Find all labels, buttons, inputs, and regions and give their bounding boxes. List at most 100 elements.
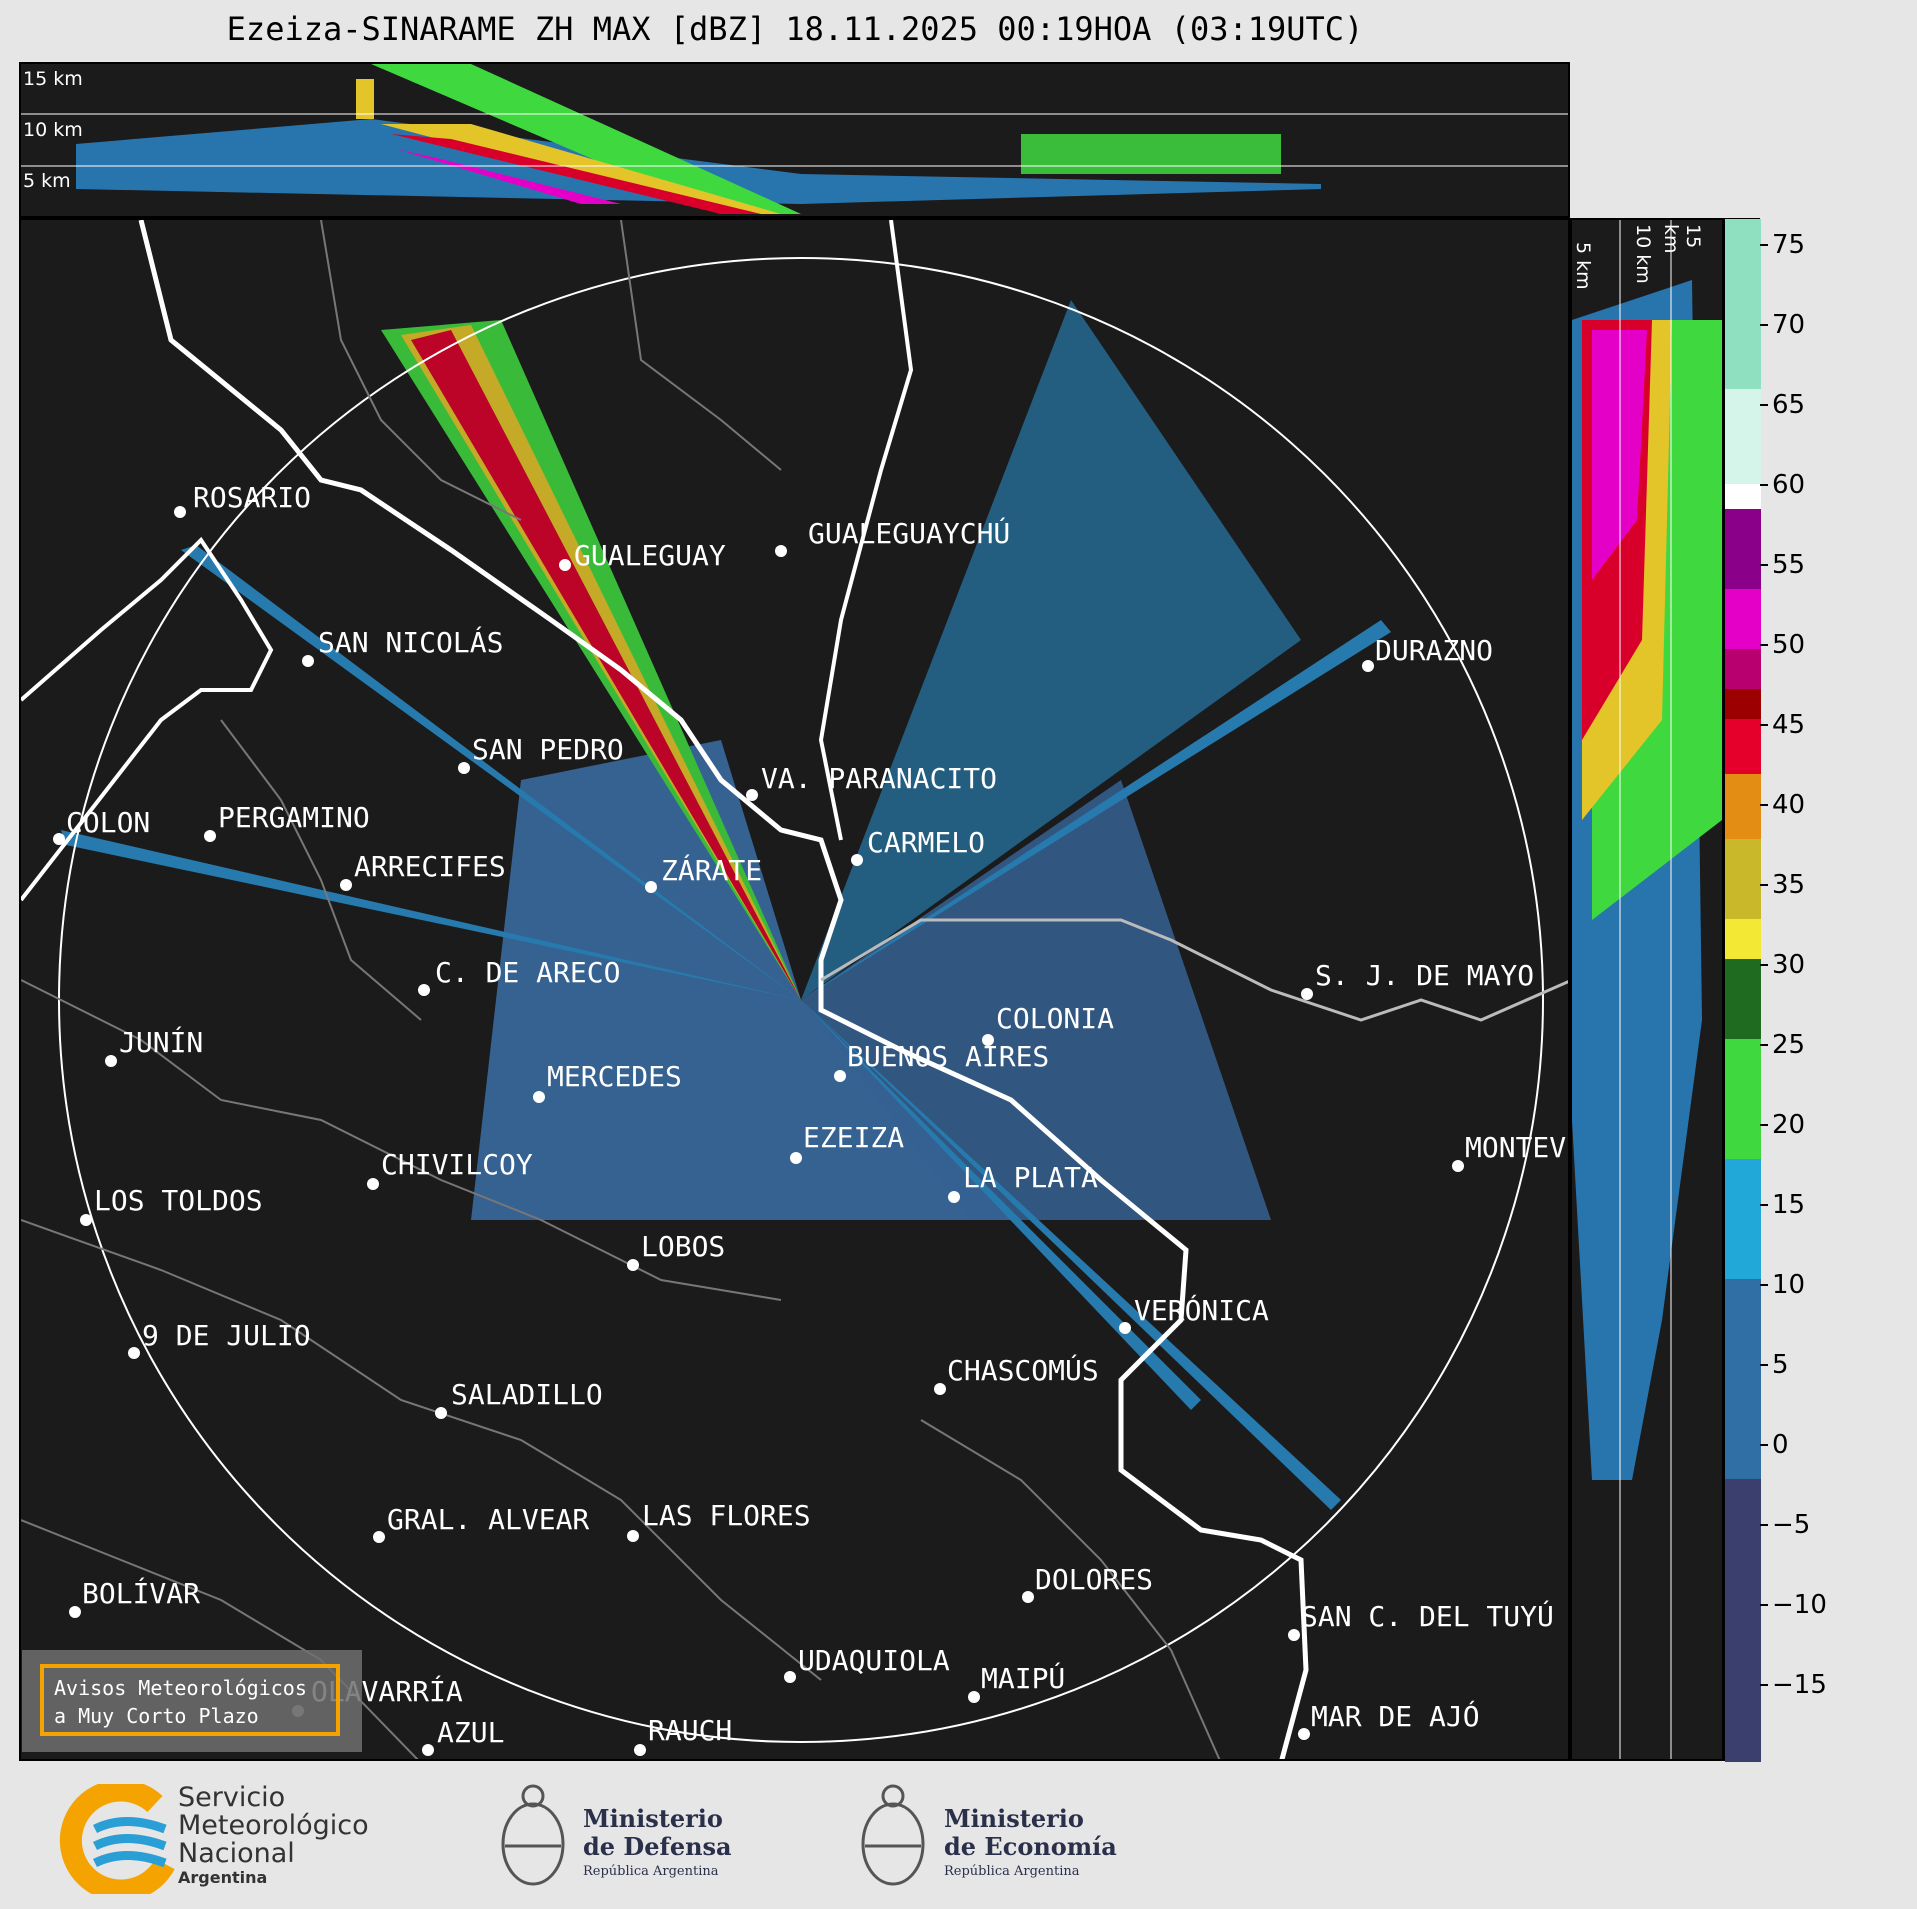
colorbar-tick (1760, 724, 1768, 726)
colorbar-tick-label: 0 (1772, 1430, 1789, 1460)
lower-labels-svg: MAIPÚ OLAVARRÍA (292, 1661, 1065, 1717)
colorbar-tick-label: 35 (1772, 870, 1806, 900)
colorbar-tick (1760, 884, 1768, 886)
city-label: SAN NICOLÁS (318, 625, 503, 659)
colorbar-tick (1760, 644, 1768, 646)
economia-line-3: República Argentina (944, 1864, 1080, 1879)
colorbar-svg (1725, 219, 1761, 1762)
colorbar-tick (1760, 244, 1768, 246)
city-label: CARMELO (867, 826, 985, 859)
colorbar-tick-label: 45 (1772, 710, 1806, 740)
city-label: AZUL (437, 1716, 504, 1749)
city-label: ROSARIO (193, 481, 311, 514)
colorbar-tick-label: 30 (1772, 950, 1806, 980)
top-echo-green (371, 64, 801, 214)
colorbar (1724, 218, 1761, 1762)
city-label: SALADILLO (451, 1378, 603, 1411)
colorbar-tick-label: 70 (1772, 310, 1806, 340)
radar-map-panel: ROSARIO GUALEGUAYCHÚ GUALEGUAY SAN NICOL… (19, 218, 1570, 1761)
colorbar-tick (1760, 1524, 1768, 1526)
city-label: MONTEV (1465, 1131, 1566, 1164)
top-cross-section-panel: 15 km 10 km 5 km (19, 62, 1570, 218)
side-height-label: 15 km (1660, 224, 1704, 254)
city-label: ZÁRATE (661, 853, 762, 887)
defensa-line-3: República Argentina (583, 1864, 719, 1879)
colorbar-tick (1760, 1284, 1768, 1286)
colorbar-tick-label: 50 (1772, 630, 1806, 660)
city-label: VERÓNICA (1134, 1293, 1269, 1327)
side-cross-section-panel: 5 km 10 km 15 km (1570, 218, 1724, 1761)
city-label: COLONIA (996, 1002, 1114, 1035)
city-label: COLON (66, 806, 150, 839)
defensa-line-1: Ministerio (583, 1804, 723, 1833)
colorbar-tick (1760, 804, 1768, 806)
city-label: LOBOS (641, 1230, 725, 1263)
city-label: SAN C. DEL TUYÚ (1301, 1599, 1554, 1633)
top-cross-section-svg (21, 64, 1568, 214)
colorbar-tick-label: 40 (1772, 790, 1806, 820)
footer: Servicio Meteorológico Nacional Argentin… (0, 1764, 1917, 1909)
top-echo-cell-1 (356, 79, 374, 119)
top-echo-magenta (396, 149, 621, 204)
colorbar-tick-label: 25 (1772, 1030, 1806, 1060)
city-label: S. J. DE MAYO (1315, 959, 1534, 992)
city-label: RAUCH (648, 1714, 732, 1747)
colorbar-tick-label: −15 (1772, 1670, 1827, 1700)
colorbar-tick-label: 65 (1772, 390, 1806, 420)
colorbar-tick-label: 15 (1772, 1190, 1806, 1220)
city-label: VA. PARANACITO (761, 762, 997, 795)
city-label: EZEIZA (803, 1121, 904, 1154)
colorbar-tick (1760, 1124, 1768, 1126)
city-label: LAS FLORES (642, 1499, 811, 1532)
warning-line-1: Avisos Meteorológicos (54, 1676, 307, 1700)
uruguay-coast (820, 918, 1568, 1022)
colorbar-tick (1760, 1444, 1768, 1446)
warning-box[interactable]: Avisos Meteorológicos a Muy Corto Plazo (22, 1650, 362, 1752)
chart-title: Ezeiza-SINARAME ZH MAX [dBZ] 18.11.2025 … (226, 10, 1364, 48)
defensa-line-2: de Defensa (583, 1832, 732, 1861)
city-label: MAIPÚ (981, 1661, 1065, 1695)
colorbar-tick (1760, 964, 1768, 966)
city-label: JUNÍN (119, 1025, 203, 1059)
side-height-label: 5 km (1572, 242, 1594, 290)
side-cross-section-svg (1572, 220, 1722, 1759)
warning-box-inner[interactable]: Avisos Meteorológicos a Muy Corto Plazo (40, 1664, 340, 1736)
top-height-label: 10 km (23, 119, 83, 141)
city-label: DURAZNO (1375, 634, 1493, 667)
colorbar-tick (1760, 1604, 1768, 1606)
city-label: GRAL. ALVEAR (387, 1503, 589, 1536)
economia-line-1: Ministerio (944, 1804, 1084, 1833)
city-label: DOLORES (1035, 1563, 1153, 1596)
colorbar-tick (1760, 404, 1768, 406)
city-label: SAN PEDRO (472, 733, 624, 766)
city-label: BOLÍVAR (82, 1576, 200, 1610)
warning-line-2: a Muy Corto Plazo (54, 1704, 259, 1728)
smn-name-line-2: Meteorológico (178, 1810, 369, 1841)
city-label: UDAQUIOLA (798, 1644, 950, 1677)
colorbar-tick-label: 60 (1772, 470, 1806, 500)
colorbar-tick-label: 5 (1772, 1350, 1789, 1380)
colorbar-tick (1760, 1044, 1768, 1046)
city-label: LA PLATA (963, 1161, 1098, 1194)
colorbar-tick-label: 10 (1772, 1270, 1806, 1300)
colorbar-tick (1760, 1684, 1768, 1686)
colorbar-tick-label: 75 (1772, 230, 1806, 260)
city-markers (53, 506, 1464, 1756)
city-label: MAR DE AJÓ (1311, 1699, 1480, 1733)
city-label: BUENOS AIRES (847, 1040, 1049, 1073)
colorbar-tick-label: 55 (1772, 550, 1806, 580)
smn-name-line-3: Nacional (178, 1838, 295, 1869)
city-label: GUALEGUAYCHÚ (808, 516, 1010, 550)
city-label: MERCEDES (547, 1060, 682, 1093)
smn-logo-icon (59, 1784, 175, 1894)
city-label: LOS TOLDOS (94, 1184, 263, 1217)
colorbar-tick-label: −10 (1772, 1590, 1827, 1620)
economia-line-2: de Economía (944, 1832, 1117, 1861)
colorbar-tick-label: −5 (1772, 1510, 1811, 1540)
defensa-coat-of-arms-icon (501, 1784, 565, 1886)
city-label: C. DE ARECO (435, 956, 620, 989)
colorbar-tick (1760, 564, 1768, 566)
coastline (138, 220, 1309, 1759)
city-label: GUALEGUAY (574, 539, 726, 572)
smn-name-line-1: Servicio (178, 1782, 286, 1813)
